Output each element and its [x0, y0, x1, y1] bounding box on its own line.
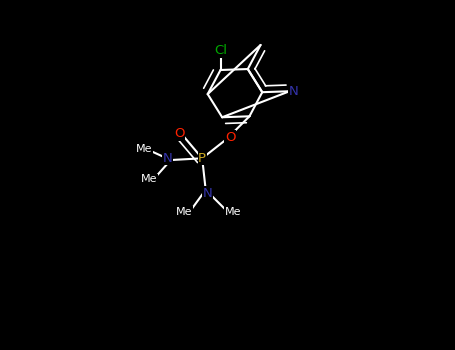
Text: N: N — [289, 85, 298, 98]
Text: Me: Me — [176, 207, 192, 217]
Text: N: N — [163, 152, 173, 165]
Text: N: N — [202, 187, 212, 200]
Text: Me: Me — [141, 174, 157, 184]
Text: Me: Me — [224, 207, 241, 217]
Text: Cl: Cl — [214, 44, 227, 57]
Text: P: P — [198, 152, 206, 165]
Text: O: O — [225, 131, 235, 144]
Text: O: O — [174, 127, 185, 140]
Text: Me: Me — [136, 144, 153, 154]
